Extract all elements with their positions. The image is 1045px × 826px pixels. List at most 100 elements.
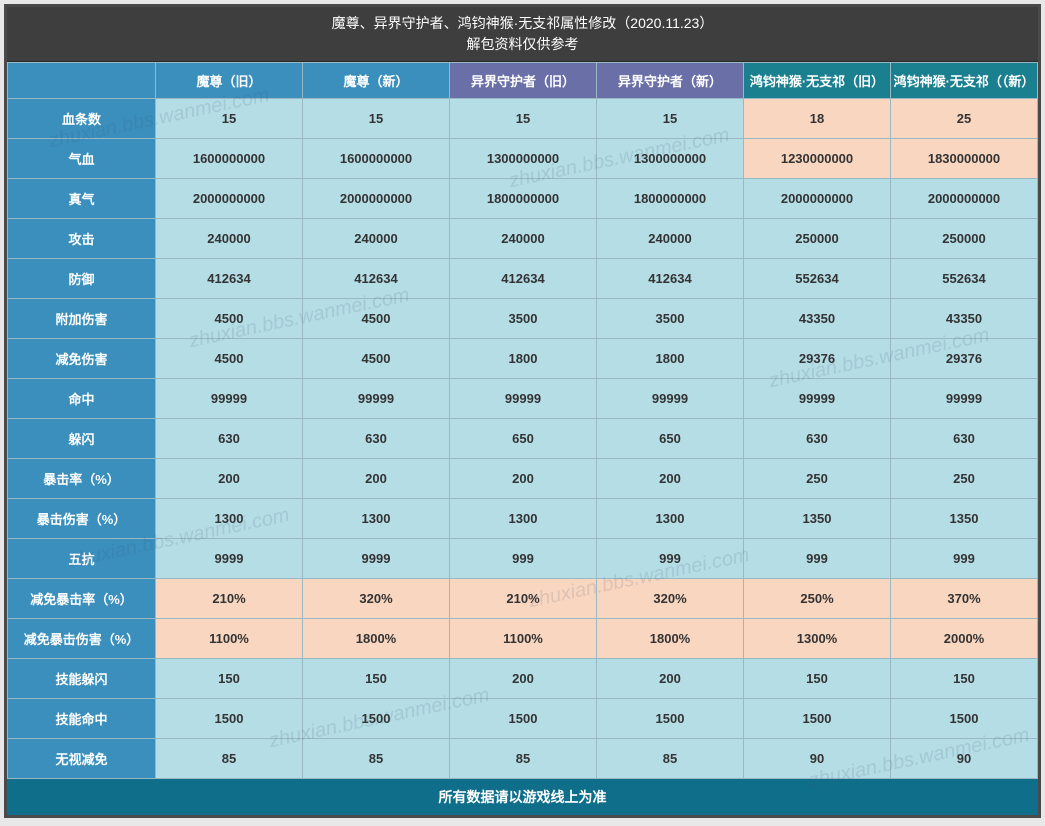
cell: 1350 — [744, 499, 891, 539]
cell: 1100% — [156, 619, 303, 659]
row-label: 五抗 — [8, 539, 156, 579]
cell: 250 — [891, 459, 1038, 499]
table-row: 技能躲闪150150200200150150 — [8, 659, 1038, 699]
table-row: 技能命中150015001500150015001500 — [8, 699, 1038, 739]
cell: 1800% — [303, 619, 450, 659]
table-row: 附加伤害45004500350035004335043350 — [8, 299, 1038, 339]
row-label: 技能躲闪 — [8, 659, 156, 699]
col-header-2: 魔尊（新） — [303, 63, 450, 99]
row-label: 真气 — [8, 179, 156, 219]
table-row: 躲闪630630650650630630 — [8, 419, 1038, 459]
cell: 240000 — [303, 219, 450, 259]
table-row: 防御412634412634412634412634552634552634 — [8, 259, 1038, 299]
cell: 412634 — [597, 259, 744, 299]
cell: 552634 — [744, 259, 891, 299]
cell: 200 — [597, 659, 744, 699]
cell: 630 — [156, 419, 303, 459]
cell: 250% — [744, 579, 891, 619]
header-row: 魔尊（旧）魔尊（新）异界守护者（旧）异界守护者（新）鸿钧神猴·无支祁（旧）鸿钧神… — [8, 63, 1038, 99]
cell: 1600000000 — [303, 139, 450, 179]
cell: 99999 — [156, 379, 303, 419]
cell: 85 — [156, 739, 303, 779]
cell: 3500 — [450, 299, 597, 339]
cell: 200 — [450, 659, 597, 699]
cell: 320% — [597, 579, 744, 619]
cell: 1800 — [597, 339, 744, 379]
table-container: 魔尊、异界守护者、鸿钧神猴·无支祁属性修改（2020.11.23） 解包资料仅供… — [4, 4, 1041, 818]
row-label: 减免暴击率（%） — [8, 579, 156, 619]
cell: 2000000000 — [744, 179, 891, 219]
row-label: 技能命中 — [8, 699, 156, 739]
cell: 150 — [156, 659, 303, 699]
cell: 1500 — [891, 699, 1038, 739]
cell: 200 — [597, 459, 744, 499]
table-row: 无视减免858585859090 — [8, 739, 1038, 779]
cell: 1800000000 — [450, 179, 597, 219]
table-body: 血条数151515151825气血16000000001600000000130… — [8, 99, 1038, 779]
row-label: 无视减免 — [8, 739, 156, 779]
cell: 4500 — [303, 339, 450, 379]
cell: 1500 — [597, 699, 744, 739]
table-row: 减免暴击率（%）210%320%210%320%250%370% — [8, 579, 1038, 619]
col-header-5: 鸿钧神猴·无支祁（旧） — [744, 63, 891, 99]
cell: 2000000000 — [156, 179, 303, 219]
col-header-4: 异界守护者（新） — [597, 63, 744, 99]
cell: 15 — [450, 99, 597, 139]
cell: 1300 — [450, 499, 597, 539]
row-label: 攻击 — [8, 219, 156, 259]
cell: 1230000000 — [744, 139, 891, 179]
cell: 1830000000 — [891, 139, 1038, 179]
cell: 999 — [744, 539, 891, 579]
cell: 1300% — [744, 619, 891, 659]
cell: 1300 — [156, 499, 303, 539]
cell: 85 — [450, 739, 597, 779]
table-row: 气血16000000001600000000130000000013000000… — [8, 139, 1038, 179]
title-line-2: 解包资料仅供参考 — [7, 34, 1038, 55]
title-bar: 魔尊、异界守护者、鸿钧神猴·无支祁属性修改（2020.11.23） 解包资料仅供… — [7, 7, 1038, 62]
cell: 9999 — [303, 539, 450, 579]
cell: 4500 — [156, 339, 303, 379]
cell: 200 — [156, 459, 303, 499]
cell: 43350 — [891, 299, 1038, 339]
table-row: 真气20000000002000000000180000000018000000… — [8, 179, 1038, 219]
cell: 999 — [891, 539, 1038, 579]
cell: 1800% — [597, 619, 744, 659]
col-header-3: 异界守护者（旧） — [450, 63, 597, 99]
cell: 90 — [744, 739, 891, 779]
cell: 15 — [156, 99, 303, 139]
cell: 25 — [891, 99, 1038, 139]
title-line-1: 魔尊、异界守护者、鸿钧神猴·无支祁属性修改（2020.11.23） — [7, 13, 1038, 34]
table-row: 减免伤害45004500180018002937629376 — [8, 339, 1038, 379]
cell: 210% — [156, 579, 303, 619]
cell: 240000 — [597, 219, 744, 259]
cell: 412634 — [450, 259, 597, 299]
table-row: 血条数151515151825 — [8, 99, 1038, 139]
cell: 999 — [597, 539, 744, 579]
cell: 2000% — [891, 619, 1038, 659]
cell: 1800000000 — [597, 179, 744, 219]
cell: 150 — [303, 659, 450, 699]
cell: 412634 — [303, 259, 450, 299]
cell: 29376 — [891, 339, 1038, 379]
cell: 1300 — [303, 499, 450, 539]
cell: 630 — [303, 419, 450, 459]
cell: 9999 — [156, 539, 303, 579]
cell: 320% — [303, 579, 450, 619]
cell: 250000 — [891, 219, 1038, 259]
col-header-6: 鸿钧神猴·无支祁（（新） — [891, 63, 1038, 99]
cell: 1300000000 — [450, 139, 597, 179]
cell: 1500 — [156, 699, 303, 739]
table-row: 五抗99999999999999999999 — [8, 539, 1038, 579]
cell: 99999 — [744, 379, 891, 419]
cell: 2000000000 — [303, 179, 450, 219]
cell: 200 — [450, 459, 597, 499]
cell: 200 — [303, 459, 450, 499]
cell: 630 — [744, 419, 891, 459]
cell: 29376 — [744, 339, 891, 379]
table-row: 攻击240000240000240000240000250000250000 — [8, 219, 1038, 259]
row-label: 暴击率（%） — [8, 459, 156, 499]
cell: 210% — [450, 579, 597, 619]
table-row: 暴击伤害（%）130013001300130013501350 — [8, 499, 1038, 539]
cell: 1100% — [450, 619, 597, 659]
cell: 18 — [744, 99, 891, 139]
